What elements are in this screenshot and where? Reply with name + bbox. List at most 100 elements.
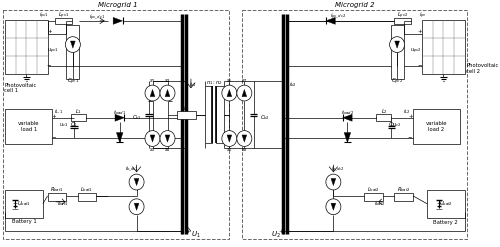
Text: $U_{bat1}$: $U_{bat1}$ [17,199,31,208]
Text: $R_{bat1}$: $R_{bat1}$ [50,185,64,194]
Text: $L_2$: $L_2$ [380,107,388,116]
Text: +: + [47,29,52,34]
Text: variable
load 2: variable load 2 [426,121,447,132]
Text: Microgrid 2: Microgrid 2 [335,2,374,8]
Text: $i_{pv}$: $i_{pv}$ [418,11,426,21]
Bar [427,190,465,218]
Bar [55,18,72,24]
Polygon shape [134,179,139,185]
Text: $L_b$: $L_b$ [182,104,190,113]
Bar [6,20,48,74]
Text: +: + [278,229,283,234]
Text: +: + [408,114,412,119]
Circle shape [129,174,144,190]
Text: $L_{pv1}$: $L_{pv1}$ [58,11,69,21]
Text: $s_6$: $s_6$ [226,146,233,154]
Text: $L_1$: $L_1$ [75,107,82,116]
Text: +: + [418,29,422,34]
Bar [376,114,392,121]
Polygon shape [227,89,232,97]
Text: $i_{bat2}$: $i_{bat2}$ [374,199,385,208]
Bar [71,114,86,121]
Bar [422,20,465,74]
Text: $-$: $-$ [408,134,413,139]
Text: $s_4$: $s_4$ [164,146,171,154]
Polygon shape [116,133,123,143]
Polygon shape [150,89,155,97]
Circle shape [129,199,144,215]
Text: $i_{b\_dc1}$: $i_{b\_dc1}$ [125,164,139,173]
Circle shape [237,131,252,146]
Text: Battery 1: Battery 1 [12,219,36,224]
Text: $s_3$: $s_3$ [164,77,171,85]
Polygon shape [113,17,122,24]
Text: $n_1:n_2$: $n_1:n_2$ [206,79,223,87]
Text: $i_{b\_dc2}$: $i_{b\_dc2}$ [331,164,345,173]
Circle shape [160,131,175,146]
Text: $-$: $-$ [51,134,57,139]
FancyBboxPatch shape [242,10,468,239]
Polygon shape [165,89,170,97]
Text: $C_{pv2}$: $C_{pv2}$ [391,77,403,87]
Polygon shape [70,41,75,48]
Bar [413,109,460,144]
Text: $R_{bat2}$: $R_{bat2}$ [397,185,410,194]
Bar [66,25,80,79]
Text: $s_2$: $s_2$ [149,146,156,154]
Text: $U_1$: $U_1$ [191,229,200,240]
Text: $L_{bat2}$: $L_{bat2}$ [367,185,380,194]
Bar [394,18,411,24]
Circle shape [326,199,341,215]
Circle shape [237,85,252,101]
Text: $C_2$: $C_2$ [388,120,396,129]
Text: $U_2$: $U_2$ [271,229,281,240]
Polygon shape [165,135,170,142]
Polygon shape [331,203,336,210]
Polygon shape [394,41,400,48]
Circle shape [222,131,237,146]
Text: +: + [52,114,56,119]
Text: Microgrid 1: Microgrid 1 [98,2,138,8]
Bar [6,190,43,218]
Text: $L_{pv2}$: $L_{pv2}$ [397,11,408,21]
Text: $i_{pv\_dc2}$: $i_{pv\_dc2}$ [330,11,346,21]
Polygon shape [342,114,352,121]
Bar [364,193,383,201]
Text: +: + [186,229,190,234]
Polygon shape [227,135,232,142]
Polygon shape [134,203,139,210]
Text: variable
load 1: variable load 1 [18,121,40,132]
Text: $u_{c2}$: $u_{c2}$ [392,121,402,129]
Text: $s_7$: $s_7$ [241,77,248,85]
Polygon shape [242,89,246,97]
Text: $i_{pv\_dc1}$: $i_{pv\_dc1}$ [89,12,106,22]
Text: $u_{pv1}$: $u_{pv1}$ [47,47,59,56]
Text: $C_{b1}$: $C_{b1}$ [132,113,142,122]
Circle shape [145,85,160,101]
Text: $U_{bat2}$: $U_{bat2}$ [439,199,453,208]
Text: $C_{pv1}$: $C_{pv1}$ [66,77,79,87]
Text: $L_{bat1}$: $L_{bat1}$ [80,185,94,194]
Text: $i_{L,1}$: $i_{L,1}$ [54,108,64,116]
Polygon shape [326,17,335,24]
Polygon shape [242,135,246,142]
Text: $C_{b2}$: $C_{b2}$ [260,113,270,122]
Bar [390,25,404,79]
Text: $-$: $-$ [416,62,422,67]
Circle shape [390,37,404,53]
Text: $s_5$: $s_5$ [226,77,232,85]
Text: $u_{pv2}$: $u_{pv2}$ [410,47,422,56]
Text: $s_1$: $s_1$ [149,77,156,85]
Text: $s_8$: $s_8$ [241,146,248,154]
Bar [48,193,66,201]
Text: $u_{c1}$: $u_{c1}$ [59,121,68,129]
Circle shape [326,174,341,190]
Bar [78,193,96,201]
Text: Photovoltaic
cell 2: Photovoltaic cell 2 [466,63,499,74]
Circle shape [222,85,237,101]
Circle shape [160,85,175,101]
Text: Photovoltaic
cell 1: Photovoltaic cell 1 [4,83,37,94]
Bar [6,109,52,144]
Polygon shape [115,114,124,121]
FancyBboxPatch shape [2,10,230,239]
